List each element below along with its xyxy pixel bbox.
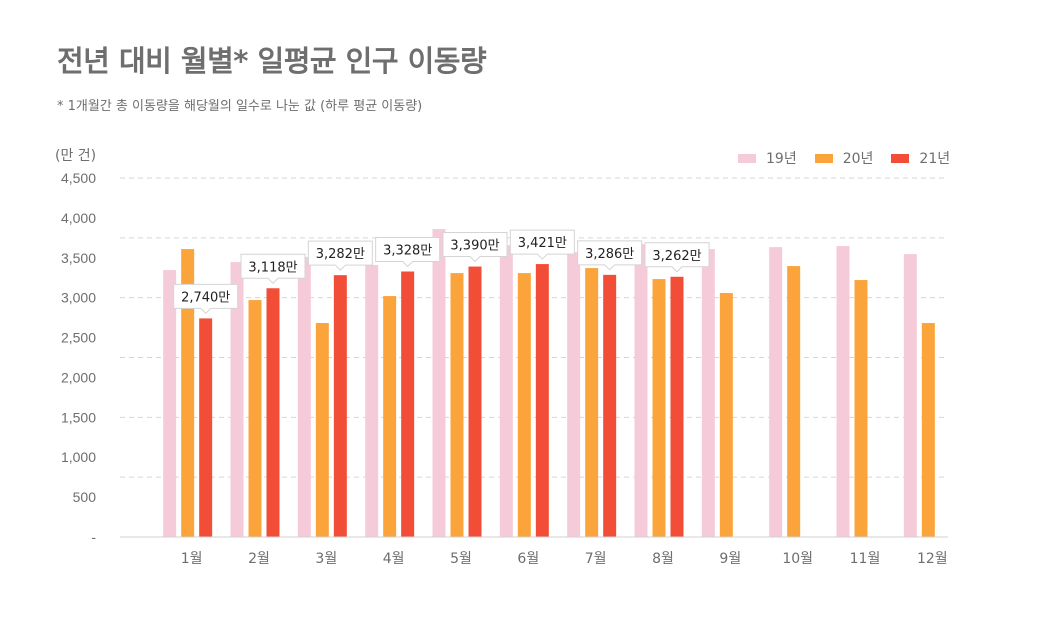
value-callout: 3,262만	[644, 242, 710, 273]
x-tick-label: 3월	[315, 551, 337, 567]
callout-label: 3,262만	[652, 249, 701, 264]
bar-20년-4월[interactable]	[383, 296, 397, 537]
bar-19년-6월[interactable]	[499, 245, 513, 537]
value-callout: 3,390만	[442, 232, 508, 263]
callout-box	[375, 237, 441, 268]
bar-20년-5월[interactable]	[450, 273, 464, 537]
bar-19년-10월[interactable]	[769, 247, 783, 537]
callout-box	[644, 242, 710, 273]
y-tick-label: -	[91, 529, 96, 545]
x-tick-label: 10월	[782, 551, 813, 567]
bar-19년-5월[interactable]	[432, 229, 446, 537]
y-tick-label: 3,500	[61, 250, 96, 266]
bar-19년-7월[interactable]	[567, 252, 581, 537]
callout-box	[240, 253, 306, 284]
legend-label-19: 19년	[766, 151, 797, 167]
bar-19년-4월[interactable]	[365, 265, 379, 537]
legend-item-21[interactable]: 21년	[891, 148, 950, 168]
legend-label-20: 20년	[842, 151, 874, 167]
gridlines	[120, 177, 948, 478]
y-axis-unit-label: (만 건)	[55, 148, 97, 164]
value-callout: 2,740만	[173, 283, 239, 315]
bar-20년-8월[interactable]	[652, 279, 666, 537]
bar-19년-11월[interactable]	[836, 246, 850, 537]
callout-box	[577, 240, 643, 271]
x-tick-label: 6월	[517, 551, 539, 567]
y-tick-label: 2,500	[61, 330, 96, 346]
bar-19년-1월[interactable]	[163, 270, 177, 537]
value-callout: 3,286만	[577, 240, 643, 271]
x-tick-label: 7월	[585, 551, 607, 567]
legend-item-19[interactable]: 19년	[738, 148, 797, 168]
value-callout: 3,282만	[307, 240, 373, 271]
bar-21년-2월[interactable]	[266, 288, 280, 537]
bar-21년-5월[interactable]	[468, 266, 482, 537]
x-axis: 1월 2월 3월 4월 5월 6월 7월 8월 9월 10월 11월 12월	[181, 551, 948, 567]
legend-label-21: 21년	[919, 151, 951, 167]
x-tick-label: 12월	[917, 551, 948, 567]
bar-19년-3월[interactable]	[297, 257, 311, 537]
bar-20년-1월[interactable]	[181, 249, 195, 537]
bar-21년-6월[interactable]	[535, 264, 549, 537]
bar-20년-12월[interactable]	[921, 323, 935, 537]
bar-20년-6월[interactable]	[517, 273, 531, 537]
callout-label: 3,286만	[585, 247, 634, 262]
y-tick-label: 3,000	[61, 290, 96, 306]
callout-label: 3,282만	[316, 247, 365, 262]
x-tick-label: 1월	[181, 551, 203, 567]
legend: 19년 20년 21년	[738, 148, 968, 168]
bar-19년-8월[interactable]	[634, 244, 648, 537]
y-tick-label: 1,500	[61, 409, 96, 425]
bar-20년-7월[interactable]	[585, 268, 599, 537]
y-tick-label: 4,500	[61, 170, 96, 186]
callout-label: 3,328만	[383, 243, 432, 258]
legend-swatch-19	[738, 153, 756, 163]
x-tick-label: 5월	[450, 551, 472, 567]
y-tick-label: 1,000	[61, 449, 96, 465]
bar-20년-9월[interactable]	[719, 293, 733, 537]
x-tick-label: 9월	[719, 551, 741, 567]
value-callouts: 2,740만 3,118만 3,282만 3,328만 3,390만 3,421만 3,28…	[173, 229, 710, 315]
y-tick-label: 2,000	[61, 369, 96, 385]
y-axis: - 500 1,000 1,500 2,000 2,500 3,000 3,500 4,000 4…	[61, 170, 96, 545]
x-tick-label: 11월	[850, 551, 881, 567]
callout-box	[509, 229, 575, 260]
callout-label: 3,118만	[248, 260, 297, 275]
bar-19년-2월[interactable]	[230, 262, 244, 537]
legend-item-20[interactable]: 20년	[814, 148, 874, 168]
bar-21년-3월[interactable]	[333, 275, 347, 537]
bar-20년-10월[interactable]	[787, 266, 801, 537]
bar-20년-3월[interactable]	[315, 323, 329, 537]
x-tick-label: 8월	[652, 551, 674, 567]
bar-19년-9월[interactable]	[701, 249, 715, 537]
chart-title: 전년 대비 월별* 일평균 인구 이동량	[57, 44, 487, 78]
callout-label: 2,740만	[181, 290, 230, 305]
bar-19년-12월[interactable]	[903, 254, 917, 537]
chart-subtitle: * 1개월간 총 이동량을 해당월의 일수로 나눈 값 (하루 평균 이동량)	[57, 99, 423, 114]
y-tick-label: 500	[73, 489, 97, 505]
callout-box	[307, 240, 373, 271]
x-tick-label: 4월	[383, 551, 405, 567]
bar-21년-7월[interactable]	[603, 274, 617, 537]
y-tick-label: 4,000	[61, 210, 96, 226]
value-callout: 3,328만	[375, 237, 441, 268]
bar-21년-8월[interactable]	[670, 276, 684, 537]
bar-20년-2월[interactable]	[248, 300, 262, 537]
callout-box	[442, 232, 508, 263]
value-callout: 3,421만	[509, 229, 575, 260]
legend-swatch-20	[814, 153, 833, 163]
bar-20년-11월[interactable]	[854, 280, 868, 537]
value-callout: 3,118만	[240, 253, 306, 284]
callout-label: 3,390만	[450, 239, 499, 254]
legend-swatch-21	[891, 153, 910, 163]
bars	[163, 229, 935, 537]
callout-box	[173, 283, 239, 315]
bar-21년-4월[interactable]	[401, 271, 415, 537]
x-tick-label: 2월	[248, 551, 270, 567]
callout-label: 3,421만	[518, 236, 567, 251]
bar-21년-1월[interactable]	[199, 318, 213, 537]
